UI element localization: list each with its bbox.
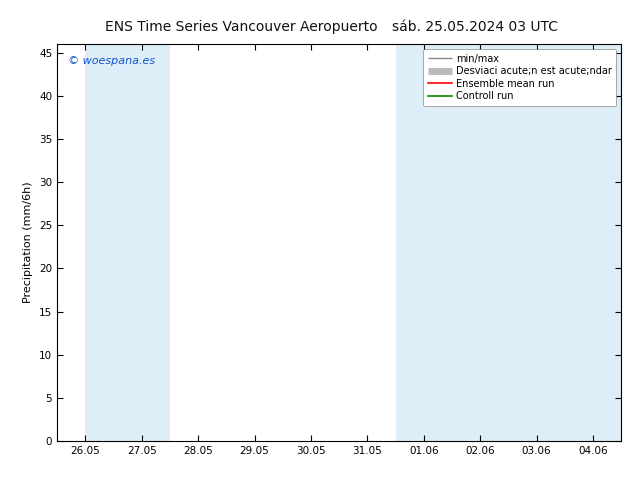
Bar xyxy=(565,44,621,441)
Bar xyxy=(85,44,113,441)
Text: © woespana.es: © woespana.es xyxy=(68,56,155,66)
Bar xyxy=(113,44,170,441)
Text: ENS Time Series Vancouver Aeropuerto: ENS Time Series Vancouver Aeropuerto xyxy=(105,20,377,34)
Legend: min/max, Desviaci acute;n est acute;ndar, Ensemble mean run, Controll run: min/max, Desviaci acute;n est acute;ndar… xyxy=(423,49,616,106)
Text: sáb. 25.05.2024 03 UTC: sáb. 25.05.2024 03 UTC xyxy=(392,20,559,34)
Y-axis label: Precipitation (mm/6h): Precipitation (mm/6h) xyxy=(23,182,34,303)
Bar xyxy=(508,44,565,441)
Bar xyxy=(396,44,508,441)
